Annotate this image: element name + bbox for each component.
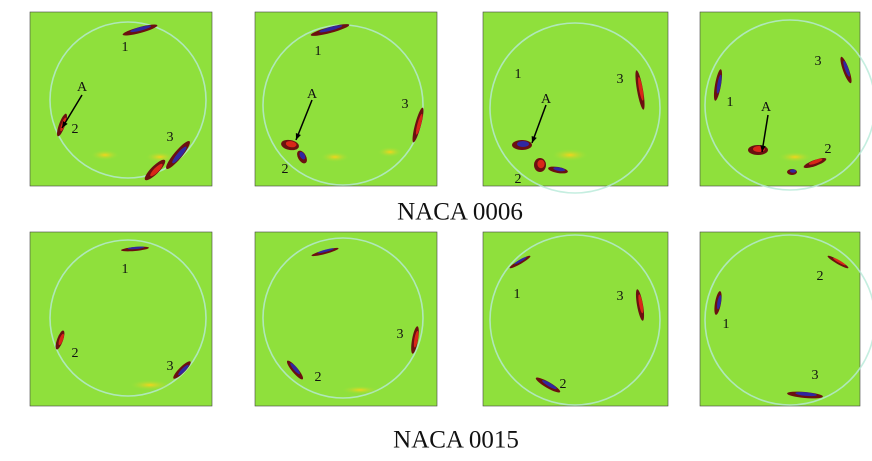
pressure-blob bbox=[321, 152, 349, 162]
vortex-ring bbox=[49, 21, 207, 179]
vortex-core bbox=[290, 362, 300, 375]
vortex-core bbox=[542, 380, 557, 390]
arrow-head bbox=[760, 145, 766, 152]
vortex-label: 3 bbox=[397, 327, 404, 342]
vortex-label: A bbox=[761, 100, 772, 115]
vortex-label: 3 bbox=[812, 368, 819, 383]
plot-area bbox=[29, 11, 213, 187]
plot-area bbox=[699, 11, 861, 187]
contour-plot: 1 2 3 bbox=[29, 231, 213, 407]
vortex-core bbox=[638, 77, 644, 101]
vortex-ring bbox=[489, 234, 661, 406]
vortex-label: 2 bbox=[315, 370, 322, 385]
plot-area bbox=[482, 231, 669, 407]
pressure-blob bbox=[779, 152, 811, 162]
vortex-core bbox=[537, 159, 545, 169]
vortex-label: 3 bbox=[617, 289, 624, 304]
arrow-head bbox=[62, 121, 68, 128]
vortex-ring bbox=[489, 22, 661, 194]
vortex-core bbox=[415, 113, 423, 135]
vortex-label: 2 bbox=[515, 172, 522, 187]
vortex-core bbox=[716, 295, 722, 310]
contour-plot: 1 A 3 2 bbox=[254, 11, 438, 187]
plot-area bbox=[254, 231, 438, 407]
vortex-core bbox=[514, 256, 527, 265]
vortex-label: 2 bbox=[282, 162, 289, 177]
pressure-blob bbox=[146, 152, 174, 162]
vortex-label: A bbox=[541, 92, 552, 107]
vortex-core bbox=[172, 146, 187, 164]
vortex-label: 3 bbox=[167, 130, 174, 145]
vortex-core bbox=[843, 60, 850, 77]
vortex-core bbox=[795, 392, 817, 397]
arrow-head bbox=[295, 133, 301, 140]
pressure-blob bbox=[91, 150, 119, 160]
arrow bbox=[295, 99, 313, 141]
vortex-core bbox=[790, 169, 796, 173]
caption: NACA 0015 bbox=[393, 427, 519, 454]
arrow bbox=[531, 104, 547, 144]
vortex-core bbox=[716, 74, 722, 94]
vortex-label: 3 bbox=[815, 54, 822, 69]
vortex-core bbox=[638, 294, 644, 314]
vortex-label: 1 bbox=[515, 67, 522, 82]
vortex-core bbox=[413, 330, 419, 348]
vortex-ring bbox=[704, 234, 872, 406]
pressure-blob bbox=[342, 386, 378, 394]
pressure-blob bbox=[552, 149, 588, 161]
contour-plot: 32 bbox=[254, 231, 438, 407]
vortex-ring bbox=[704, 19, 872, 191]
vortex-label: A bbox=[307, 87, 318, 102]
vortex-core bbox=[127, 246, 145, 250]
vortex-label: 1 bbox=[723, 317, 730, 332]
contour-plot: 2 1 3 bbox=[699, 231, 872, 407]
contour-plot: 1 A 3 2 bbox=[482, 11, 669, 194]
vortex-label: 1 bbox=[315, 44, 322, 59]
vortex-core bbox=[517, 141, 529, 147]
contour-plot: 1 3 2 bbox=[482, 231, 669, 407]
arrow-head bbox=[531, 136, 537, 143]
vortex-label: 2 bbox=[817, 269, 824, 284]
vortex-core bbox=[58, 333, 64, 346]
vortex-core bbox=[553, 167, 566, 172]
vortex-core bbox=[319, 25, 343, 33]
vortex-label: 3 bbox=[167, 359, 174, 374]
vortex-label: 2 bbox=[72, 122, 79, 137]
vortex-label: 2 bbox=[72, 346, 79, 361]
vortex-label: 3 bbox=[402, 97, 409, 112]
vortex-core bbox=[317, 248, 334, 254]
caption: NACA 0006 bbox=[397, 199, 523, 226]
contour-plot: 3 1 A 2 bbox=[699, 11, 872, 191]
vortex-core bbox=[178, 364, 189, 376]
vortex-label: 2 bbox=[560, 377, 567, 392]
vortex-core bbox=[833, 257, 846, 266]
vortex-core bbox=[808, 158, 823, 165]
vortex-label: 1 bbox=[122, 262, 129, 277]
vortex-label: 1 bbox=[122, 40, 129, 55]
pressure-blob bbox=[130, 380, 170, 390]
vortex-label: 1 bbox=[727, 95, 734, 110]
vortex-label: 1 bbox=[514, 287, 521, 302]
vortex-core bbox=[150, 163, 163, 177]
vortex-core bbox=[285, 141, 297, 148]
contour-plot: 1 A 2 3 bbox=[29, 11, 213, 187]
vortex-core bbox=[299, 151, 306, 160]
vortex-ring bbox=[49, 239, 207, 397]
vortex-label: A bbox=[77, 80, 88, 95]
vortex-core bbox=[130, 25, 152, 33]
vortex-label: 3 bbox=[617, 72, 624, 87]
plot-area bbox=[29, 231, 213, 407]
pressure-blob bbox=[378, 147, 402, 157]
vortex-label: 2 bbox=[825, 142, 832, 157]
vortex-ring bbox=[262, 237, 424, 399]
